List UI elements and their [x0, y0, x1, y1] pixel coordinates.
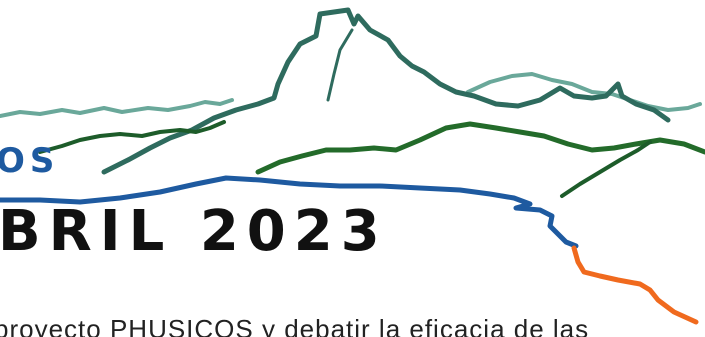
trail-line-orange [571, 245, 699, 325]
ridge-line-green-middle [255, 121, 705, 175]
date-headline: BRIL 2023 [0, 199, 388, 264]
ridge-line-dark-green-right [560, 140, 652, 198]
body-text-fragment: proyecto PHUSICOS y debatir la eficacia … [0, 314, 590, 337]
ridge-line-dark-teal-inner [326, 28, 354, 102]
cut-off-heading-fragment: OS [0, 141, 60, 181]
ridge-line-dark-green-left [38, 120, 226, 154]
river-line-blue [0, 175, 579, 249]
ridge-line-dark-teal-main [101, 7, 671, 175]
ridge-line-light-teal-right [466, 72, 702, 112]
ridge-line-light-teal-left [0, 98, 234, 118]
